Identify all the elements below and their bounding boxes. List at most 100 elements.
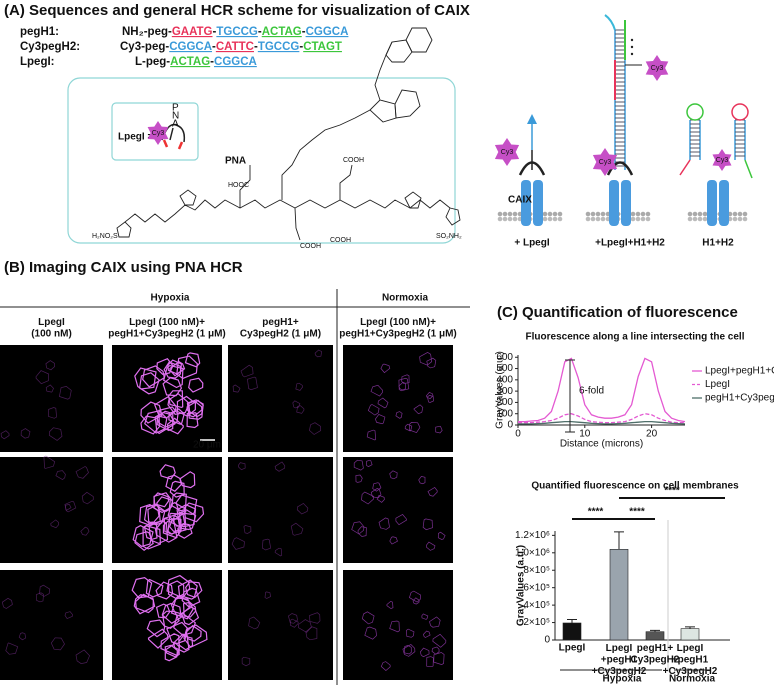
series-line <box>518 420 686 425</box>
cell-membrane <box>75 649 91 664</box>
cell-membrane <box>290 522 304 536</box>
cell-membrane <box>1 597 13 609</box>
membrane <box>742 216 748 222</box>
cell-membrane <box>166 417 184 435</box>
cell-membrane <box>18 632 27 641</box>
cell-membrane <box>404 645 412 655</box>
cell-membrane <box>65 504 72 511</box>
bar <box>645 631 665 641</box>
cell-membrane <box>80 526 90 536</box>
cell-membrane <box>186 399 204 418</box>
cy3-label: Cy3 <box>651 65 664 72</box>
sequence-part: CTAGT <box>303 41 342 53</box>
inset-box <box>111 102 199 161</box>
dna-tail <box>604 14 616 31</box>
legend-label: pegH1+Cy3pegH2 <box>705 393 774 404</box>
membrane <box>512 216 518 222</box>
cell-membrane <box>178 635 194 651</box>
sequence-part: CATTC <box>216 41 254 53</box>
y-tick-label: 300 <box>496 386 513 397</box>
dna <box>679 159 691 176</box>
cell-membrane <box>372 482 382 492</box>
membrane <box>552 216 558 222</box>
cell-membrane <box>177 579 198 600</box>
y-tick-label: 500 <box>496 363 513 374</box>
dna <box>744 159 753 179</box>
group-label: Normoxia <box>669 674 716 685</box>
cell-membrane <box>159 464 176 480</box>
y-axis-label: GrayValues (a.u.) <box>516 545 527 626</box>
panel-b-title: (B) Imaging CAIX using PNA HCR <box>4 259 243 276</box>
membrane <box>507 216 513 222</box>
cell-membrane <box>419 351 433 366</box>
sequence-part: Cy3-peg- <box>120 41 169 53</box>
sequence-part: - <box>254 41 258 53</box>
membrane <box>552 211 558 217</box>
x-tick-label: 20 <box>646 429 658 440</box>
dot <box>630 45 634 49</box>
cell-membrane <box>404 423 413 432</box>
legend-label: LpegI <box>705 379 730 390</box>
cell-membrane <box>435 425 443 434</box>
cell-membrane <box>134 367 157 390</box>
micrograph <box>343 457 453 563</box>
cell-membrane <box>401 374 410 384</box>
cell-membrane <box>427 394 434 403</box>
receptor <box>533 180 543 226</box>
cell-membrane <box>143 504 161 525</box>
pna-label: PNA <box>225 156 246 167</box>
cell-membrane <box>186 412 199 429</box>
cell-membrane <box>132 524 154 548</box>
cell-membrane <box>377 397 389 409</box>
membrane <box>512 211 518 217</box>
y-tick-label: 400 <box>496 374 513 385</box>
micrograph <box>343 345 453 452</box>
cell-membrane <box>176 504 197 528</box>
cell-membrane <box>398 381 406 391</box>
atom: COOH <box>343 157 364 164</box>
cell-membrane <box>370 487 382 499</box>
cell-membrane <box>243 525 252 534</box>
cell-membrane <box>81 491 94 505</box>
atom: SO₂NH₂ <box>436 233 462 240</box>
receptor <box>707 180 717 226</box>
sequence-part: - <box>299 41 303 53</box>
annotation: 6-fold <box>579 386 604 397</box>
cell-membrane <box>138 372 160 395</box>
cell-membrane <box>179 471 196 489</box>
membrane <box>497 211 503 217</box>
cell-membrane <box>139 503 160 527</box>
cell-membrane <box>289 618 299 628</box>
membrane <box>702 211 708 217</box>
membrane <box>630 211 636 217</box>
cell-membrane <box>48 427 63 441</box>
membrane <box>687 211 693 217</box>
bar <box>609 549 629 641</box>
error-bar <box>650 629 660 632</box>
cy3-star <box>147 121 169 145</box>
cell-membrane <box>432 633 447 648</box>
significance: **** <box>588 507 604 518</box>
cy3-star <box>592 148 618 176</box>
cell-membrane <box>422 518 433 531</box>
chart-title: Fluorescence along a line intersecting t… <box>526 332 745 343</box>
scheme-label: H1+H2 <box>702 238 734 249</box>
membrane <box>595 211 601 217</box>
cell-membrane <box>133 594 156 615</box>
caix-label: CAIX <box>508 195 532 206</box>
loop <box>731 103 749 121</box>
membrane <box>640 211 646 217</box>
cell-membrane <box>154 518 178 543</box>
sequence: L-peg-ACTAG-CGGCA <box>135 56 257 68</box>
column-header: LpegI (100 nM)+ pegH1+Cy3pegH2 (1 μM) <box>339 317 457 340</box>
cell-membrane <box>58 386 72 400</box>
cell-membrane <box>140 401 163 424</box>
cell-membrane <box>421 613 429 620</box>
cy3-label: Cy3 <box>152 130 165 137</box>
cell-membrane <box>50 637 65 651</box>
cell-membrane <box>355 474 363 483</box>
cell-membrane <box>305 626 318 641</box>
cy3-label: Cy3 <box>716 157 729 164</box>
cell-membrane <box>366 459 373 467</box>
membrane <box>590 211 596 217</box>
